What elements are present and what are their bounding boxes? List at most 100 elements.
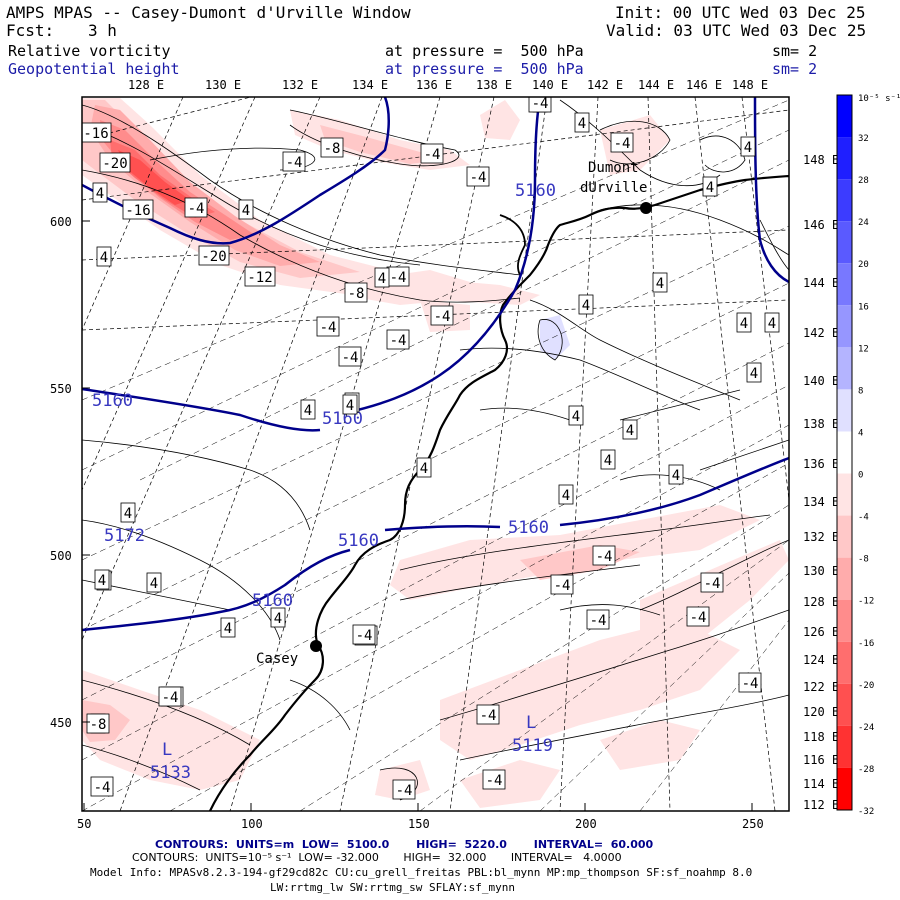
svg-text:4: 4 bbox=[626, 423, 634, 439]
forecast-label: Fcst: bbox=[6, 21, 55, 40]
colorbar-swatch bbox=[837, 389, 852, 432]
low-center-value: 5119 bbox=[512, 736, 553, 756]
height-label: 5160 bbox=[92, 391, 133, 411]
colorbar-label: 8 bbox=[858, 386, 863, 396]
height-label: 5160 bbox=[508, 518, 549, 538]
svg-text:-16: -16 bbox=[83, 126, 108, 142]
colorbar-swatch bbox=[837, 95, 852, 138]
vorticity-label: -4 bbox=[282, 151, 306, 172]
svg-text:-4: -4 bbox=[596, 549, 613, 565]
vorticity-label: 4 bbox=[668, 464, 684, 485]
svg-text:4: 4 bbox=[582, 298, 590, 314]
vorticity-label: 4 bbox=[622, 419, 638, 440]
vorticity-label: 4 bbox=[574, 112, 590, 133]
high-center-value: 5172 bbox=[104, 526, 145, 546]
vorticity-label: -4 bbox=[430, 305, 454, 326]
svg-text:4: 4 bbox=[224, 621, 232, 637]
svg-text:-4: -4 bbox=[480, 708, 497, 724]
colorbar-swatch bbox=[837, 431, 852, 474]
colorbar-label: -4 bbox=[858, 513, 869, 523]
right-lat-label: 124 E bbox=[803, 653, 839, 667]
colorbar-swatch bbox=[837, 557, 852, 600]
vorticity-label: -4 bbox=[466, 166, 490, 187]
left-tick-label: 550 bbox=[50, 382, 72, 396]
top-lon-label: 142 E bbox=[587, 78, 623, 92]
colorbar-swatch bbox=[837, 725, 852, 768]
svg-text:4: 4 bbox=[578, 116, 586, 132]
height-label: 5160 bbox=[338, 531, 379, 551]
svg-text:4: 4 bbox=[304, 403, 312, 419]
right-lat-label: 116 E bbox=[803, 753, 839, 767]
dumont-station-dot bbox=[640, 202, 652, 214]
casey-station-dot bbox=[310, 640, 322, 652]
svg-text:-4: -4 bbox=[704, 576, 721, 592]
left-tick-label: 450 bbox=[50, 716, 72, 730]
colorbar-swatch bbox=[837, 137, 852, 180]
vorticity-label: -4 bbox=[550, 574, 574, 595]
top-lon-label: 128 E bbox=[128, 78, 164, 92]
svg-text:4: 4 bbox=[346, 398, 354, 414]
vorticity-contours bbox=[82, 99, 789, 801]
vorticity-label: -16 bbox=[82, 122, 112, 143]
svg-text:-4: -4 bbox=[690, 610, 707, 626]
coastline-inlet bbox=[499, 214, 526, 276]
svg-text:-4: -4 bbox=[396, 783, 413, 799]
vorticity-label: 4 bbox=[736, 312, 752, 333]
vorticity-label: -4 bbox=[476, 704, 500, 725]
init-time: Init: 00 UTC Wed 03 Dec 25 bbox=[615, 3, 866, 22]
vorticity-label: -4 bbox=[610, 132, 634, 153]
top-lon-label: 138 E bbox=[476, 78, 512, 92]
colorbar-label: 16 bbox=[858, 302, 869, 312]
svg-text:-20: -20 bbox=[102, 156, 127, 172]
top-lon-label: 130 E bbox=[205, 78, 241, 92]
bottom-axis: 50 100 150 200 250 bbox=[77, 803, 764, 831]
svg-text:-4: -4 bbox=[424, 147, 441, 163]
svg-text:-12: -12 bbox=[247, 270, 272, 286]
colorbar-label: 4 bbox=[858, 428, 863, 438]
svg-text:4: 4 bbox=[242, 203, 250, 219]
low-center-letter: L bbox=[162, 740, 172, 760]
vorticity-label: -4 bbox=[90, 776, 114, 797]
vorticity-label: -8 bbox=[86, 713, 110, 734]
svg-text:-4: -4 bbox=[434, 309, 451, 325]
colorbar-swatch bbox=[837, 473, 852, 516]
vorticity-label: -20 bbox=[99, 152, 131, 173]
colorbar-label: -16 bbox=[858, 639, 874, 649]
vorticity-label: -4 bbox=[700, 572, 724, 593]
low-center-value: 5133 bbox=[150, 763, 191, 783]
right-lat-label: 142 E bbox=[803, 326, 839, 340]
footer-contours-vorticity: CONTOURS: UNITS=10⁻⁵ s⁻¹ LOW= -32.000 HI… bbox=[132, 851, 622, 864]
colorbar-swatch bbox=[837, 599, 852, 642]
svg-text:4: 4 bbox=[150, 576, 158, 592]
colorbar-label: -28 bbox=[858, 765, 874, 775]
svg-text:4: 4 bbox=[420, 461, 428, 477]
colorbar: 32 28 24 20 16 12 8 4 0 -4 -8 -12 -16 -20 -24 -28 -32 bbox=[836, 94, 874, 817]
svg-text:-4: -4 bbox=[162, 690, 179, 706]
svg-text:-8: -8 bbox=[90, 717, 107, 733]
colorbar-swatch bbox=[837, 515, 852, 558]
colorbar-label: -8 bbox=[858, 555, 869, 565]
svg-text:-4: -4 bbox=[94, 780, 111, 796]
right-lat-label: 114 E bbox=[803, 777, 839, 791]
svg-text:-4: -4 bbox=[532, 96, 549, 112]
left-tick-label: 500 bbox=[50, 549, 72, 563]
colorbar-label: 32 bbox=[858, 134, 869, 144]
right-lat-label: 112 E bbox=[803, 798, 839, 812]
top-lon-label: 148 E bbox=[732, 78, 768, 92]
vorticity-label: 4 bbox=[342, 394, 358, 415]
colorbar-label: 28 bbox=[858, 176, 869, 186]
svg-text:4: 4 bbox=[562, 488, 570, 504]
colorbar-swatch bbox=[837, 347, 852, 390]
footer-model-info: Model Info: MPASv8.2.3-194-gf29cd82c CU:… bbox=[90, 866, 753, 879]
colorbar-swatch bbox=[837, 221, 852, 264]
colorbar-swatch bbox=[837, 263, 852, 306]
bottom-tick-label: 200 bbox=[575, 817, 597, 831]
colorbar-swatch bbox=[837, 767, 852, 810]
vorticity-label: 4 bbox=[764, 312, 780, 333]
right-lat-label: 148 E bbox=[803, 153, 839, 167]
vorticity-label: 4 bbox=[652, 272, 668, 293]
vorticity-label: 4 bbox=[600, 449, 616, 470]
vorticity-label: -4 bbox=[316, 316, 340, 337]
plot-frame bbox=[81, 96, 790, 812]
svg-text:4: 4 bbox=[740, 316, 748, 332]
